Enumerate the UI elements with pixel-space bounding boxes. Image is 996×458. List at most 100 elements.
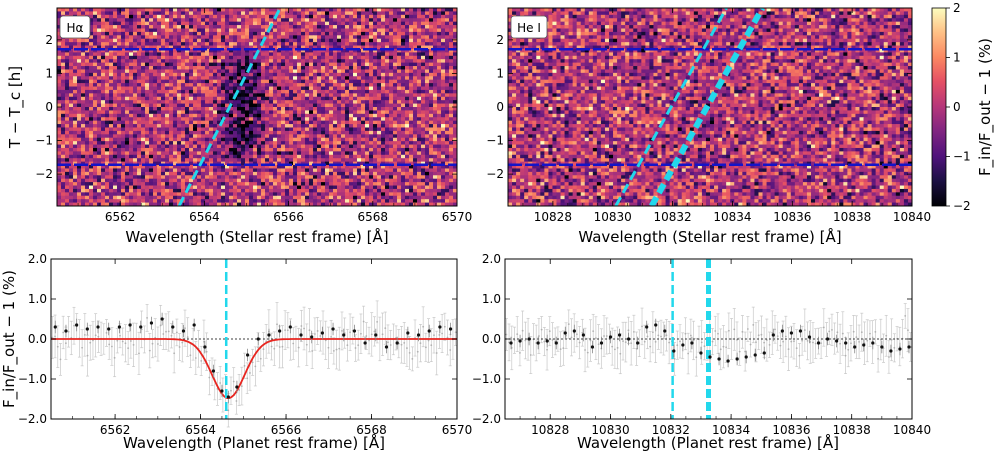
heatmap-cell bbox=[313, 100, 318, 104]
heatmap-cell bbox=[105, 59, 110, 64]
heatmap-cell bbox=[177, 103, 182, 108]
heatmap-cell bbox=[349, 158, 354, 163]
heatmap-cell bbox=[377, 83, 382, 87]
heatmap-cell bbox=[441, 151, 446, 156]
heatmap-cell bbox=[85, 171, 90, 176]
heatmap-cell bbox=[205, 35, 210, 40]
heatmap-cell bbox=[409, 83, 414, 87]
heatmap-cell bbox=[165, 120, 170, 125]
heatmap-cell bbox=[137, 52, 142, 57]
heatmap-cell bbox=[117, 86, 122, 91]
heatmap-cell bbox=[109, 28, 114, 33]
heatmap-cell bbox=[265, 134, 270, 139]
heatmap-cell bbox=[349, 89, 354, 94]
heatmap-cell bbox=[249, 55, 254, 60]
heatmap-cell bbox=[245, 66, 250, 70]
heatmap-cell bbox=[145, 69, 150, 74]
heatmap-cell bbox=[393, 127, 398, 132]
heatmap-cell bbox=[441, 89, 446, 94]
heatmap-cell bbox=[185, 165, 190, 169]
heatmap-cell bbox=[429, 83, 434, 87]
heatmap-cell bbox=[109, 55, 114, 60]
heatmap-cell bbox=[441, 48, 446, 53]
heatmap-cell bbox=[205, 21, 210, 26]
heatmap-cell bbox=[385, 21, 390, 26]
heatmap-cell bbox=[289, 151, 294, 156]
heatmap-cell bbox=[369, 72, 374, 77]
heatmap-cell bbox=[441, 168, 446, 173]
heatmap-cell bbox=[113, 38, 118, 43]
heatmap-cell bbox=[181, 66, 186, 70]
heatmap-cell bbox=[393, 113, 398, 118]
heatmap-cell bbox=[313, 147, 318, 152]
heatmap-cell bbox=[181, 48, 186, 53]
heatmap-cell bbox=[445, 151, 450, 156]
heatmap-cell bbox=[325, 18, 330, 23]
heatmap-cell bbox=[281, 158, 286, 163]
heatmap-cell bbox=[197, 147, 202, 152]
heatmap-cell bbox=[197, 55, 202, 60]
heatmap-cell bbox=[57, 154, 62, 159]
heatmap-cell bbox=[61, 113, 66, 118]
heatmap-cell bbox=[241, 100, 246, 104]
heatmap-cell bbox=[113, 86, 118, 91]
heatmap-cell bbox=[369, 25, 374, 29]
heatmap-cell bbox=[441, 62, 446, 67]
heatmap-cell bbox=[441, 45, 446, 50]
heatmap-cell bbox=[289, 120, 294, 125]
heatmap-cell bbox=[377, 113, 382, 118]
heatmap-cell bbox=[249, 79, 254, 84]
heatmap-cell bbox=[81, 158, 86, 163]
heatmap-cell bbox=[321, 165, 326, 169]
heatmap-cell bbox=[113, 124, 118, 128]
heatmap-cell bbox=[85, 124, 90, 128]
heatmap-cell bbox=[137, 165, 142, 169]
heatmap-cell bbox=[221, 69, 226, 74]
heatmap-cell bbox=[449, 151, 454, 156]
heatmap-cell bbox=[361, 134, 366, 139]
heatmap-cell bbox=[425, 168, 430, 173]
heatmap-cell bbox=[345, 100, 350, 104]
heatmap-cell bbox=[97, 66, 102, 70]
heatmap-cell bbox=[157, 14, 162, 19]
heatmap-cell bbox=[321, 45, 326, 50]
heatmap-cell bbox=[225, 31, 230, 36]
heatmap-cell bbox=[377, 107, 382, 111]
heatmap-cell bbox=[229, 158, 234, 163]
heatmap-cell bbox=[181, 127, 186, 132]
heatmap-cell bbox=[105, 79, 110, 84]
heatmap-cell bbox=[353, 144, 358, 149]
heatmap-cell bbox=[353, 48, 358, 53]
heatmap-cell bbox=[325, 69, 330, 74]
heatmap-cell bbox=[197, 127, 202, 132]
heatmap-cell bbox=[373, 165, 378, 169]
heatmap-cell bbox=[441, 31, 446, 36]
heatmap-cell bbox=[189, 14, 194, 19]
heatmap-cell bbox=[221, 154, 226, 159]
heatmap-cell bbox=[153, 158, 158, 163]
heatmap-cell bbox=[121, 14, 126, 19]
heatmap-cell bbox=[241, 144, 246, 149]
heatmap-cell bbox=[201, 72, 206, 77]
heatmap-cell bbox=[393, 62, 398, 67]
heatmap-cell bbox=[133, 165, 138, 169]
heatmap-cell bbox=[145, 55, 150, 60]
heatmap-cell bbox=[253, 130, 258, 135]
heatmap-cell bbox=[425, 151, 430, 156]
heatmap-cell bbox=[77, 62, 82, 67]
heatmap-cell bbox=[193, 127, 198, 132]
heatmap-cell bbox=[293, 69, 298, 74]
heatmap-cell bbox=[309, 127, 314, 132]
heatmap-cell bbox=[433, 113, 438, 118]
heatmap-cell bbox=[173, 31, 178, 36]
heatmap-cell bbox=[277, 52, 282, 57]
heatmap-cell bbox=[209, 21, 214, 26]
heatmap-cell bbox=[241, 110, 246, 115]
heatmap-cell bbox=[141, 62, 146, 67]
heatmap-cell bbox=[361, 69, 366, 74]
heatmap-cell bbox=[269, 168, 274, 173]
heatmap-cell bbox=[205, 52, 210, 57]
heatmap-cell bbox=[237, 35, 242, 40]
heatmap-cell bbox=[213, 38, 218, 43]
heatmap-cell bbox=[225, 69, 230, 74]
